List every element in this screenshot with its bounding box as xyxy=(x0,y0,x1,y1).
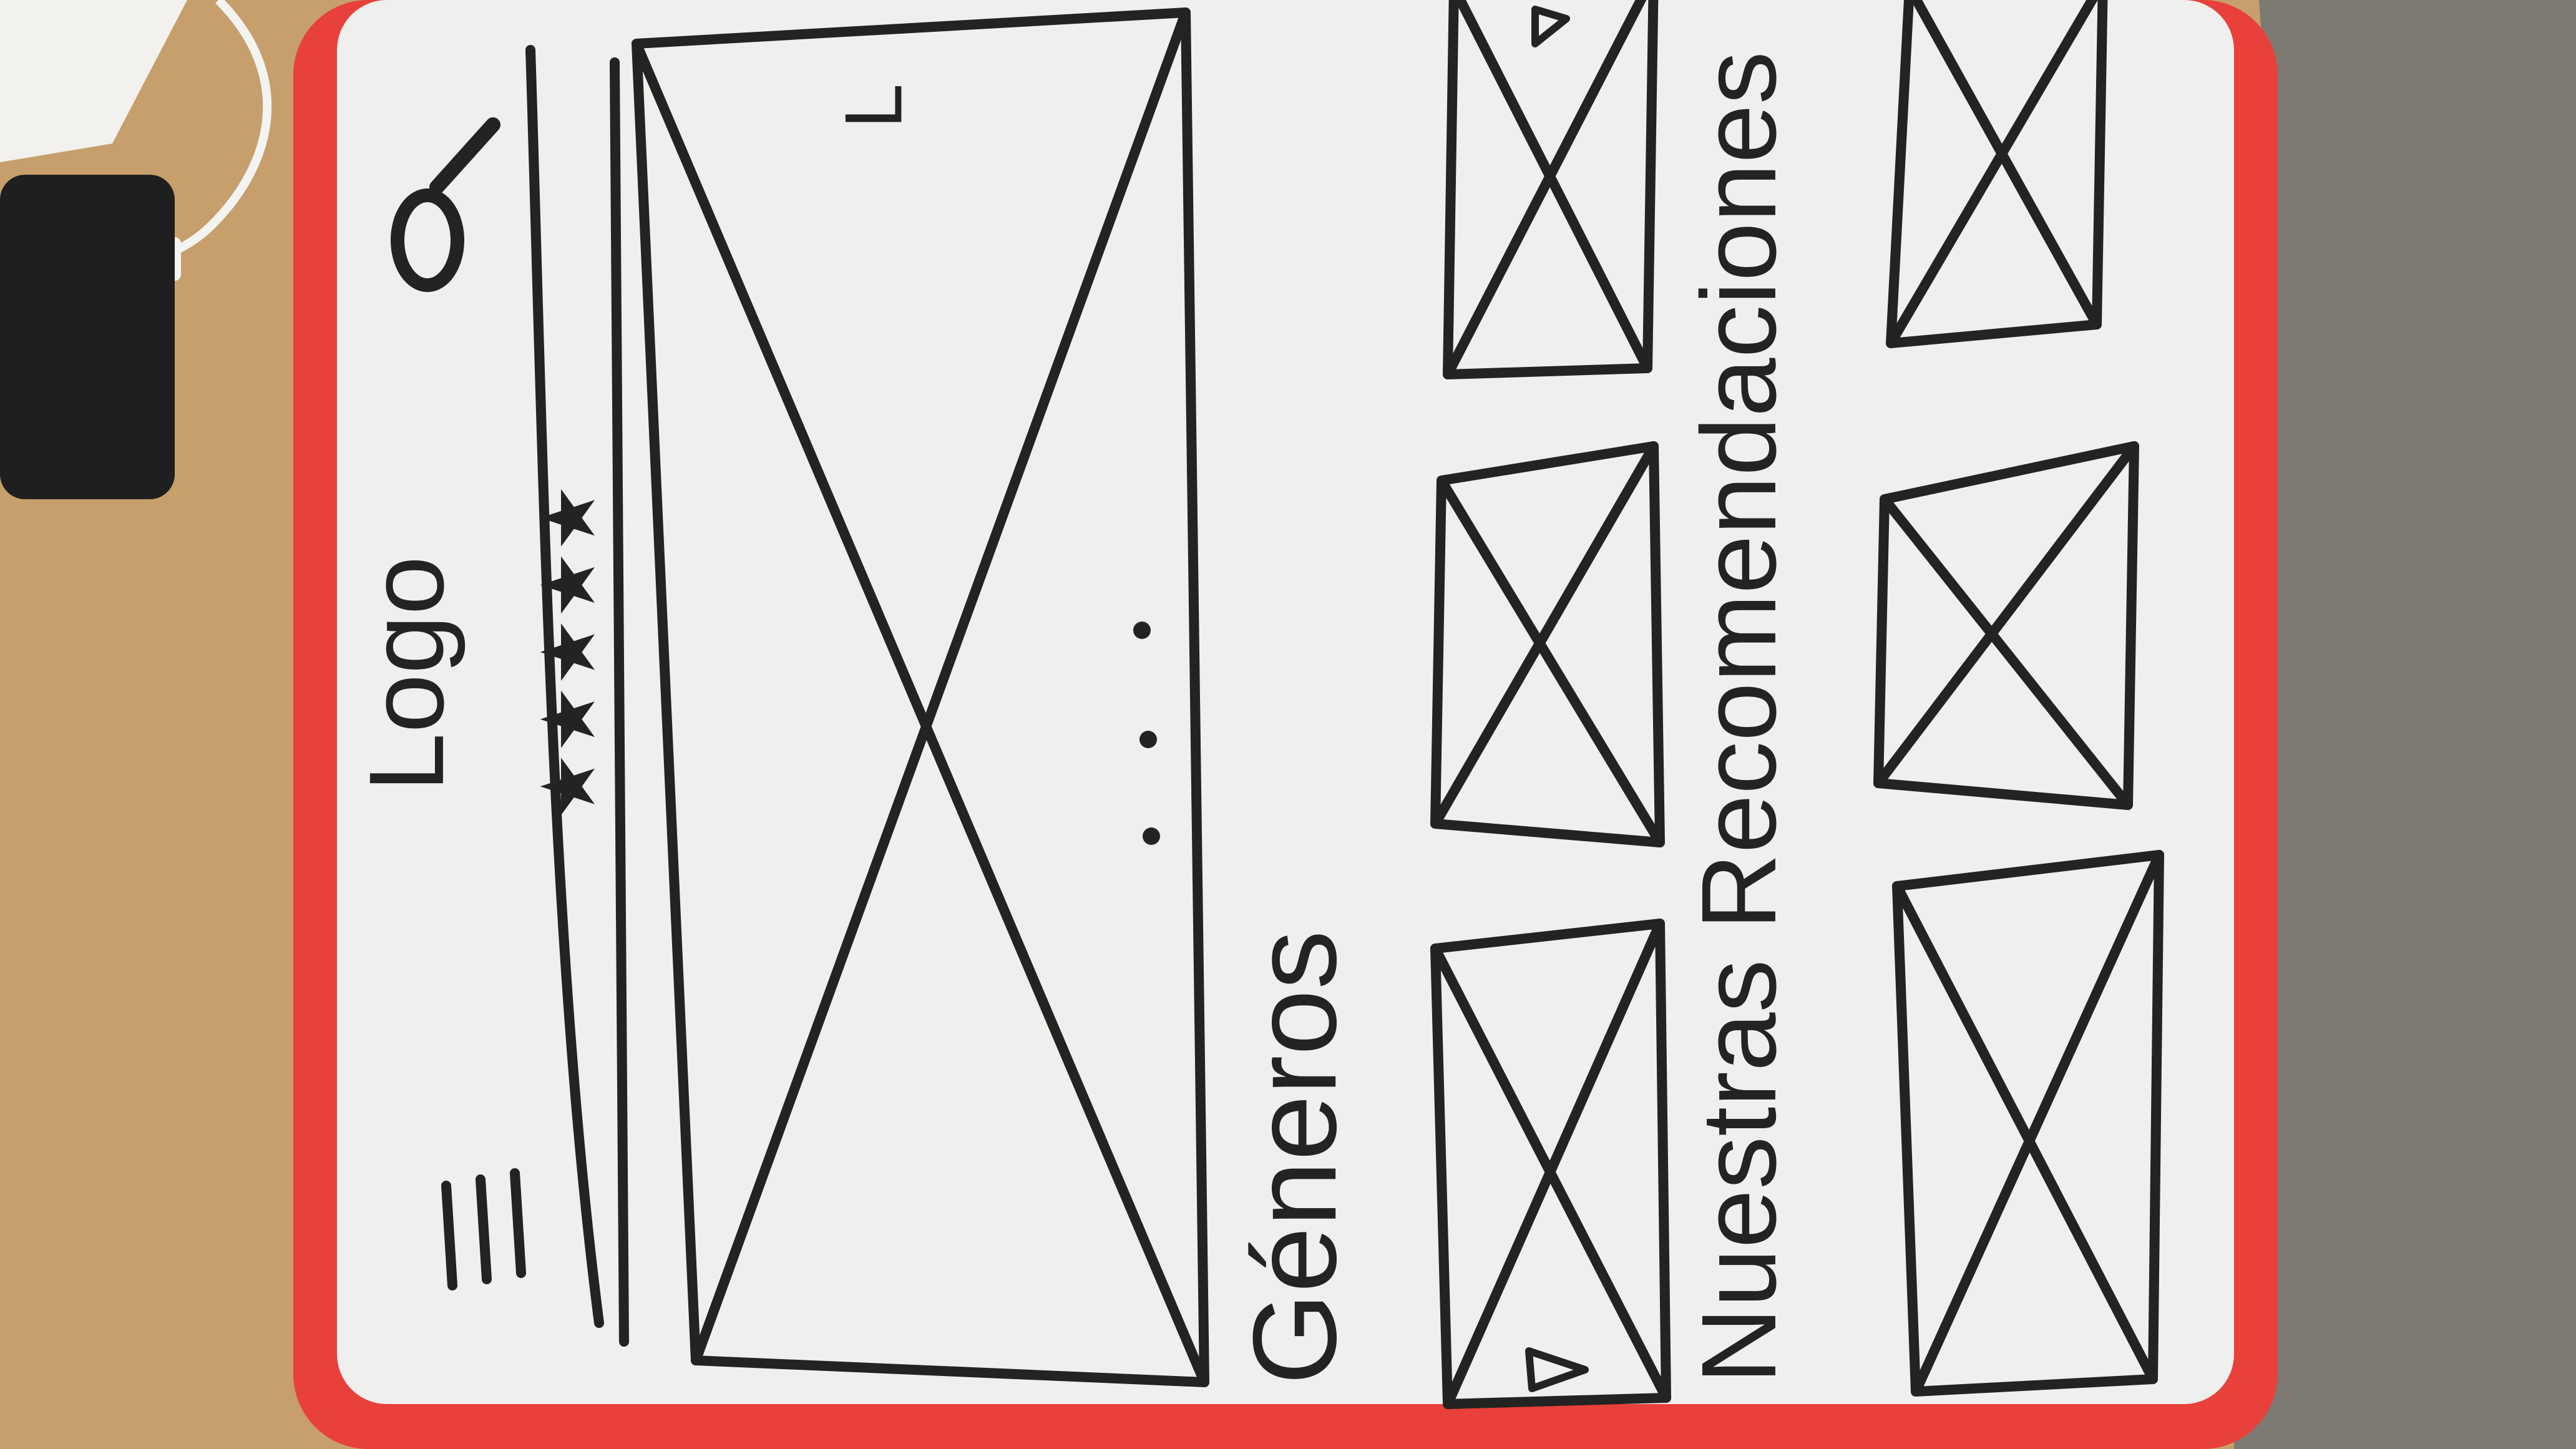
genres-heading-group: Géneros xyxy=(1229,930,1361,1385)
hero-image-placeholder xyxy=(632,7,1209,1387)
rating-divider xyxy=(610,57,629,1347)
rating-stars-group: ★★★★★ xyxy=(526,484,613,820)
recommendations-heading-group: Nuestras Recomendaciones xyxy=(1680,51,1798,1384)
hero-mark: L xyxy=(827,84,919,129)
recommendation-card-1[interactable] xyxy=(1886,0,2108,348)
paper-sheet xyxy=(0,0,187,162)
search-icon[interactable] xyxy=(391,117,500,292)
cloth xyxy=(2234,0,2576,1449)
carousel-dots-icon[interactable] xyxy=(1133,622,1160,845)
recommendation-card-3[interactable] xyxy=(1892,850,2164,1397)
play-triangle-icon[interactable] xyxy=(1525,1347,1589,1392)
hero-mark-group: L xyxy=(827,84,919,129)
logo-text: Logo xyxy=(348,556,466,792)
recommendations-heading: Nuestras Recomendaciones xyxy=(1680,51,1798,1384)
genre-card-1[interactable] xyxy=(1443,0,1659,379)
genre-card-3[interactable] xyxy=(1430,919,1671,1409)
header-divider xyxy=(525,45,604,1328)
hamburger-icon[interactable] xyxy=(441,1168,526,1290)
logo-text-group: Logo xyxy=(348,556,466,792)
wireframe-sketch xyxy=(391,0,2164,1409)
genre-card-2[interactable] xyxy=(1430,441,1665,847)
phone xyxy=(0,175,175,499)
genres-heading: Géneros xyxy=(1229,930,1361,1385)
play-triangle-icon[interactable] xyxy=(1531,6,1570,47)
recommendation-card-2[interactable] xyxy=(1873,441,2139,810)
rating-stars: ★★★★★ xyxy=(526,484,613,820)
